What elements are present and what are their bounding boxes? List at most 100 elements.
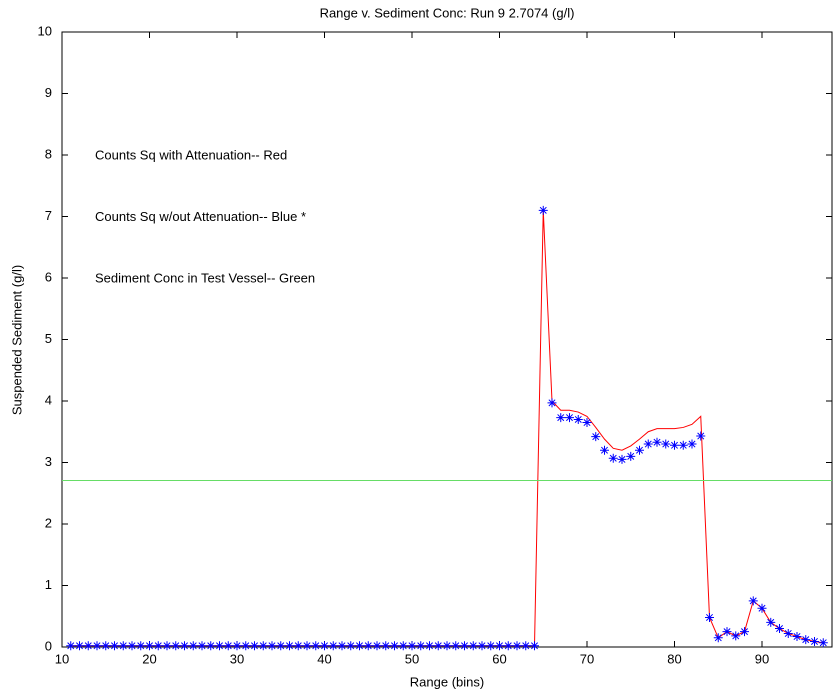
x-tick-label: 10 (55, 651, 69, 666)
star-marker (775, 624, 784, 634)
star-marker (705, 612, 714, 622)
annotation: Counts Sq with Attenuation-- Red (95, 147, 287, 162)
star-marker (171, 641, 181, 651)
star-marker (75, 641, 84, 651)
plot-frame (61, 31, 833, 648)
star-marker (617, 454, 627, 464)
star-marker (661, 439, 671, 449)
annotation: Sediment Conc in Test Vessel-- Green (95, 270, 315, 285)
star-marker (451, 641, 461, 651)
star-marker (66, 641, 76, 651)
star-marker (503, 641, 513, 651)
star-marker (635, 445, 644, 455)
star-marker (136, 641, 146, 651)
star-marker (486, 641, 496, 651)
star-marker (285, 641, 294, 651)
y-axis-label: Suspended Sediment (g/l) (9, 265, 24, 415)
star-marker (731, 631, 741, 641)
star-marker (766, 617, 776, 627)
star-marker (92, 641, 102, 651)
star-marker (267, 641, 277, 651)
y-tick-label: 10 (38, 23, 52, 38)
star-marker (215, 641, 224, 651)
star-marker (276, 641, 286, 651)
star-marker (337, 641, 347, 651)
star-marker (757, 603, 767, 613)
star-marker (153, 641, 163, 651)
star-marker (363, 641, 373, 651)
star-marker (320, 641, 329, 651)
x-tick-label: 20 (142, 651, 156, 666)
star-marker (468, 641, 478, 651)
x-tick-label: 50 (405, 651, 419, 666)
star-marker (801, 635, 811, 645)
star-marker (652, 437, 662, 447)
star-marker (565, 413, 574, 423)
star-marker (83, 641, 93, 651)
star-marker (687, 439, 697, 449)
star-marker (783, 628, 793, 638)
star-marker (311, 641, 321, 651)
star-marker (433, 641, 443, 651)
star-marker (232, 641, 242, 651)
star-marker (591, 432, 601, 442)
star-marker (293, 641, 303, 651)
star-marker (416, 641, 426, 651)
star-marker (442, 641, 452, 651)
chart-title: Range v. Sediment Conc: Run 9 2.7074 (g/… (320, 5, 575, 20)
star-marker (678, 440, 688, 450)
star-marker (748, 596, 758, 606)
star-marker (582, 418, 592, 428)
y-tick-label: 2 (45, 515, 52, 530)
star-marker (573, 414, 583, 424)
x-tick-label: 60 (492, 651, 506, 666)
star-marker (460, 641, 469, 651)
star-marker (547, 398, 557, 408)
star-marker (696, 431, 706, 441)
star-marker (258, 641, 268, 651)
star-marker (600, 445, 609, 455)
x-tick-label: 40 (317, 651, 331, 666)
star-marker (355, 641, 364, 651)
star-marker (810, 636, 819, 646)
star-marker (538, 205, 548, 215)
star-marker (407, 641, 417, 651)
star-marker (643, 439, 653, 449)
x-tick-label: 30 (230, 651, 244, 666)
star-marker (346, 641, 356, 651)
y-tick-label: 8 (45, 146, 52, 161)
y-tick-label: 4 (45, 392, 52, 407)
star-marker (241, 641, 251, 651)
star-marker (740, 627, 749, 637)
y-tick-label: 9 (45, 85, 52, 100)
star-marker (302, 641, 312, 651)
y-tick-label: 1 (45, 577, 52, 592)
star-marker (110, 641, 119, 651)
y-tick-label: 3 (45, 454, 52, 469)
star-marker (223, 641, 233, 651)
star-marker (118, 641, 128, 651)
star-marker (328, 641, 338, 651)
star-marker (626, 451, 636, 461)
star-marker (101, 641, 111, 651)
star-marker (722, 627, 732, 637)
star-marker (818, 638, 828, 648)
x-axis-label: Range (bins) (410, 674, 484, 689)
star-marker (180, 641, 189, 651)
star-marker (145, 641, 154, 651)
x-tick-label: 80 (667, 651, 681, 666)
y-tick-label: 7 (45, 208, 52, 223)
star-marker (512, 641, 522, 651)
star-marker (530, 641, 539, 651)
star-marker (670, 440, 679, 450)
star-marker (381, 641, 391, 651)
star-marker (197, 641, 207, 651)
star-marker (398, 641, 408, 651)
star-marker (206, 641, 216, 651)
star-marker (713, 633, 723, 643)
y-tick-label: 6 (45, 269, 52, 284)
star-marker (390, 641, 399, 651)
star-marker (188, 641, 198, 651)
star-marker (162, 641, 172, 651)
